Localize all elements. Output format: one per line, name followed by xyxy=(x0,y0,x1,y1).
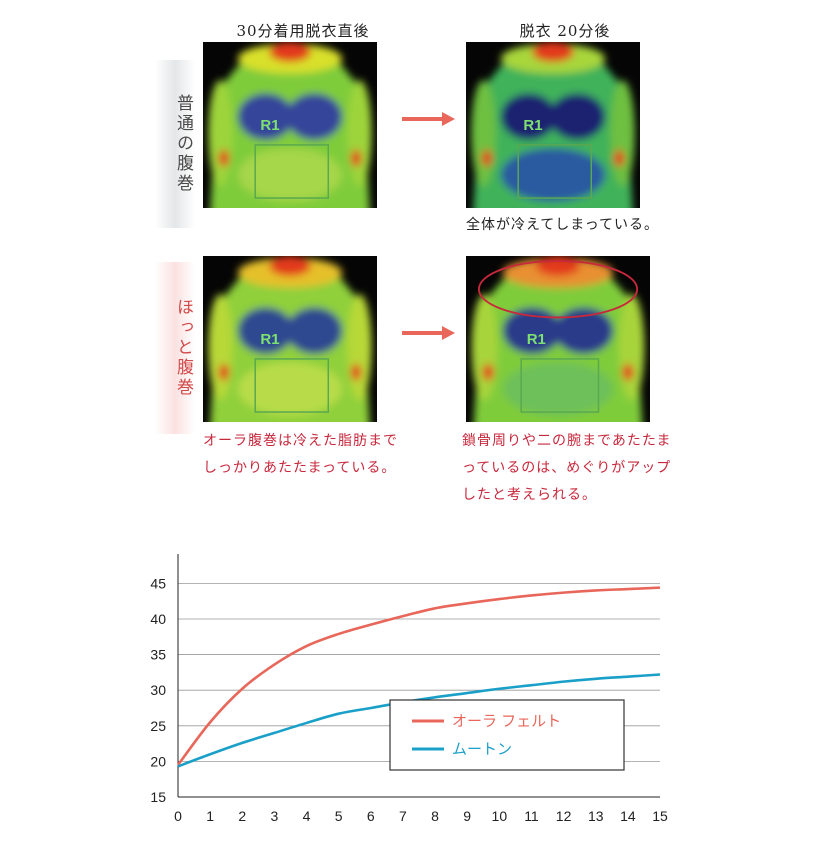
header-before: 30分着用脱衣直後 xyxy=(236,22,370,40)
region-label: R1 xyxy=(527,331,546,348)
thermal-figure: R1 xyxy=(208,42,372,208)
series-line-0 xyxy=(176,586,661,766)
x-tick-label: 8 xyxy=(431,808,439,824)
y-tick-label: 40 xyxy=(150,611,166,627)
header-after: 脱衣 20分後 xyxy=(519,22,611,40)
arrow-right-icon xyxy=(400,111,456,127)
x-tick-label: 10 xyxy=(492,808,508,824)
region-label: R1 xyxy=(260,117,279,134)
x-tick-label: 0 xyxy=(174,808,182,824)
caption-hot-after: 鎖骨周りや二の腕まであたたまっているのは、めぐりがアップしたと考えられる。 xyxy=(462,433,672,503)
x-tick-label: 11 xyxy=(524,808,539,824)
row-label-normal: 普通の腹巻 xyxy=(155,60,195,228)
caption-normal-after: 全体が冷えてしまっている。 xyxy=(466,217,660,233)
legend-label: オーラ フェルト xyxy=(452,713,561,730)
thermal-image-normal-before: R1 xyxy=(203,42,377,208)
thermal-figure: R1 xyxy=(208,256,372,422)
arrow-right-icon xyxy=(400,325,456,341)
x-tick-label: 4 xyxy=(303,808,311,824)
x-tick-label: 2 xyxy=(238,808,246,824)
region-label: R1 xyxy=(523,117,542,134)
x-tick-label: 12 xyxy=(556,808,572,824)
x-tick-label: 13 xyxy=(588,808,604,824)
temperature-line-chart: 15 20 25 30 35 40 45 0 1 2 3 4 5 6 7 8 9 10 11 12 13 14 15 オーラ … xyxy=(0,540,835,844)
x-tick-label: 15 xyxy=(652,808,668,824)
x-tick-label: 1 xyxy=(206,808,214,824)
thermal-figure: R1 xyxy=(471,42,635,208)
thermal-image-normal-after: R1 xyxy=(466,42,640,208)
y-tick-label: 35 xyxy=(150,647,166,663)
x-tick-label: 9 xyxy=(463,808,471,824)
x-tick-label: 6 xyxy=(367,808,375,824)
y-tick-label: 15 xyxy=(150,789,166,805)
y-tick-label: 20 xyxy=(150,753,166,769)
y-tick-label: 45 xyxy=(150,575,166,591)
thermal-image-hot-before: R1 xyxy=(203,256,377,422)
x-tick-label: 7 xyxy=(399,808,407,824)
x-tick-label: 14 xyxy=(620,808,636,824)
thermal-figure: R1 xyxy=(471,256,645,422)
y-tick-label: 25 xyxy=(150,718,166,734)
y-tick-label: 30 xyxy=(150,682,166,698)
x-tick-label: 3 xyxy=(271,808,279,824)
highlight-ellipse xyxy=(477,260,639,319)
row-label-hot: ほっと腹巻 xyxy=(155,262,195,434)
region-label: R1 xyxy=(260,331,279,348)
legend-label: ムートン xyxy=(452,741,512,758)
caption-hot-before: オーラ腹巻は冷えた脂肪までしっかりあたたまっている。 xyxy=(203,433,398,476)
thermal-image-hot-after: R1 xyxy=(466,256,650,422)
x-tick-label: 5 xyxy=(335,808,343,824)
